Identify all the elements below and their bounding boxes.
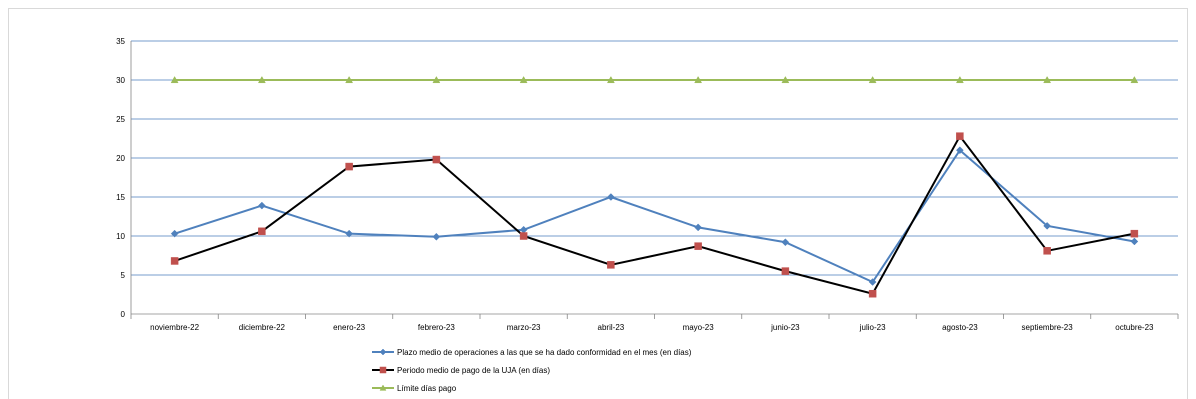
data-point [1130, 75, 1139, 84]
series-2 [170, 75, 1139, 84]
x-tick-label: noviembre-22 [150, 323, 199, 332]
data-point [1130, 229, 1139, 238]
data-point [170, 229, 179, 238]
x-tick-label: mayo-23 [683, 323, 715, 332]
data-point [170, 75, 179, 84]
data-point [694, 75, 703, 84]
data-point [955, 75, 964, 84]
legend-label: Plazo medio de operaciones a las que se … [397, 348, 692, 357]
data-point [694, 223, 702, 232]
axes: 0 5 10 15 20 25 30 35 noviembre-22 diciembre-22 en… [116, 37, 1179, 332]
series-group [170, 75, 1139, 298]
series-line [174, 134, 1135, 295]
legend-marker [379, 348, 387, 356]
y-tick-label: 30 [116, 76, 125, 85]
gridlines [131, 40, 1178, 276]
data-point [868, 75, 877, 84]
data-point [345, 75, 354, 84]
data-point [345, 162, 353, 171]
legend-label: Límite días pago [397, 384, 457, 393]
series-1 [170, 132, 1139, 298]
legend: Plazo medio de operaciones a las que se … [372, 348, 692, 393]
data-point [781, 238, 790, 247]
x-tick-label: marzo-23 [507, 323, 541, 332]
y-tick-label: 35 [116, 37, 125, 46]
data-point [607, 261, 615, 269]
x-tick-label: junio-23 [770, 323, 800, 332]
data-point [606, 75, 615, 84]
data-point [257, 75, 266, 84]
legend-entry: Periodo medio de pago de la UJA (en días… [372, 366, 550, 375]
data-point [607, 193, 615, 201]
x-tick-label: febrero-23 [418, 323, 455, 332]
y-tick-label: 15 [116, 193, 125, 202]
data-point [432, 155, 441, 164]
data-point [519, 232, 528, 240]
data-point [868, 289, 877, 298]
data-point [868, 278, 877, 286]
data-point [956, 132, 964, 140]
x-tick-label: julio-23 [859, 323, 886, 332]
x-tick-label: octubre-23 [1115, 323, 1154, 332]
data-point [432, 75, 441, 84]
data-point [345, 229, 353, 238]
series-line [174, 148, 1135, 284]
y-tick-label: 5 [121, 271, 126, 280]
data-point [170, 257, 179, 265]
data-point [1043, 75, 1052, 84]
legend-entry: Plazo medio de operaciones a las que se … [372, 348, 692, 357]
x-tick-label: abril-23 [598, 323, 625, 332]
legend-marker [379, 384, 387, 391]
data-point [258, 201, 266, 210]
x-tick-label: agosto-23 [942, 323, 978, 332]
chart-frame [8, 8, 1188, 399]
data-point [519, 75, 528, 84]
legend-marker [379, 366, 387, 374]
data-point [1043, 222, 1051, 230]
series-0 [170, 146, 1139, 286]
x-tick-label: diciembre-22 [239, 323, 286, 332]
data-point [694, 242, 702, 250]
data-point [258, 227, 266, 236]
y-tick-label: 10 [116, 232, 125, 241]
data-point [781, 75, 790, 84]
data-point [956, 146, 964, 155]
y-tick-label: 20 [116, 154, 125, 163]
x-tick-label: septiembre-23 [1022, 323, 1074, 332]
y-tick-label: 0 [121, 310, 126, 319]
data-point [1043, 247, 1051, 255]
legend-entry: Límite días pago [372, 384, 457, 393]
data-point [519, 225, 528, 234]
y-tick-label: 25 [116, 115, 125, 124]
legend-label: Periodo medio de pago de la UJA (en días… [397, 366, 550, 375]
data-point [781, 267, 790, 275]
x-tick-label: enero-23 [333, 323, 366, 332]
data-point [1130, 237, 1139, 246]
data-point [432, 232, 441, 241]
